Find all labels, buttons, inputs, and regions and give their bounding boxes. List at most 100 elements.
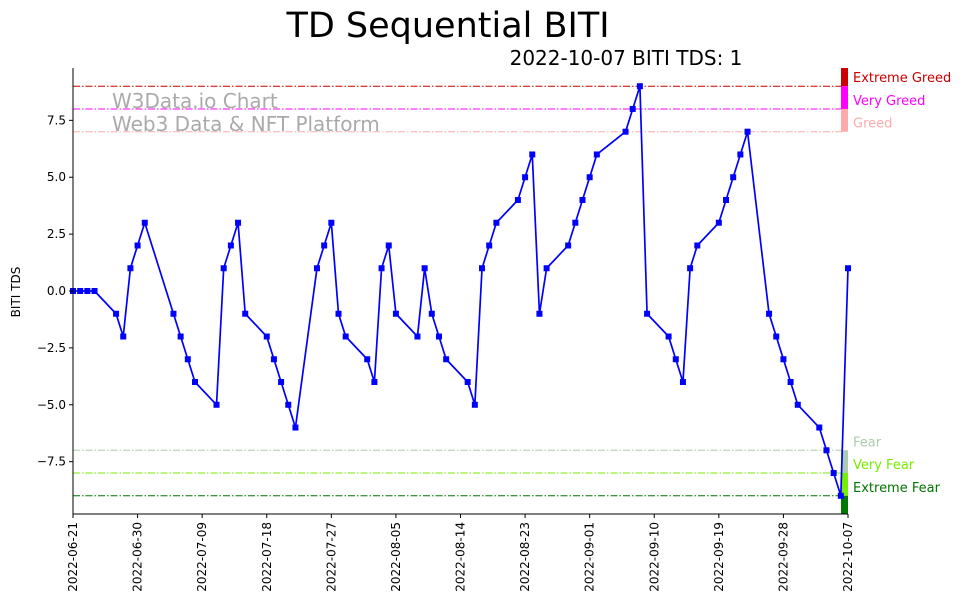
data-point bbox=[622, 128, 629, 135]
data-point bbox=[522, 174, 529, 181]
data-point bbox=[672, 356, 679, 363]
data-point bbox=[428, 310, 435, 317]
data-point bbox=[737, 151, 744, 158]
y-tick-label: 7.5 bbox=[47, 113, 66, 127]
x-tick-label: 2022-07-09 bbox=[195, 522, 209, 592]
chart-title: TD Sequential BITI bbox=[285, 6, 609, 46]
data-point bbox=[213, 401, 220, 408]
data-point bbox=[514, 196, 521, 203]
zone-bar bbox=[841, 108, 848, 132]
data-point bbox=[91, 288, 98, 294]
data-point bbox=[120, 333, 127, 340]
data-point bbox=[170, 310, 177, 317]
y-tick-label: −7.5 bbox=[37, 455, 66, 469]
data-point bbox=[493, 219, 500, 226]
data-point bbox=[787, 379, 794, 386]
chart-subtitle: 2022-10-07 BITI TDS: 1 bbox=[510, 46, 743, 70]
data-point bbox=[392, 310, 399, 317]
data-point bbox=[278, 379, 285, 386]
data-point bbox=[644, 310, 651, 317]
data-point bbox=[744, 128, 751, 135]
data-point bbox=[830, 470, 837, 477]
data-point bbox=[285, 401, 292, 408]
x-tick-label: 2022-08-14 bbox=[454, 522, 468, 592]
y-tick-label: 0.0 bbox=[47, 284, 66, 298]
data-point bbox=[335, 310, 342, 317]
data-point bbox=[766, 310, 773, 317]
data-point bbox=[715, 219, 722, 226]
data-point bbox=[529, 151, 536, 158]
data-point bbox=[816, 424, 823, 431]
y-tick-label: −5.0 bbox=[37, 398, 66, 412]
data-point bbox=[134, 242, 141, 249]
zone-bar bbox=[841, 473, 848, 496]
data-point bbox=[694, 242, 701, 249]
data-point bbox=[636, 83, 643, 90]
zone-label: Fear bbox=[853, 435, 882, 450]
data-point bbox=[77, 288, 84, 294]
data-point bbox=[572, 219, 579, 226]
data-point bbox=[414, 333, 421, 340]
x-tick-label: 2022-09-19 bbox=[712, 522, 726, 592]
data-point bbox=[794, 401, 801, 408]
data-point bbox=[586, 174, 593, 181]
data-point bbox=[342, 333, 349, 340]
data-point bbox=[543, 265, 550, 272]
y-tick-label: −2.5 bbox=[37, 341, 66, 355]
data-point bbox=[723, 196, 730, 203]
x-tick-label: 2022-09-28 bbox=[776, 522, 790, 592]
x-tick-label: 2022-09-01 bbox=[583, 522, 597, 592]
zone-bar bbox=[841, 86, 848, 109]
data-point bbox=[479, 265, 486, 272]
zone-label: Very Greed bbox=[853, 94, 925, 109]
data-point bbox=[378, 265, 385, 272]
data-point bbox=[579, 196, 586, 203]
data-point bbox=[113, 310, 120, 317]
zone-bar bbox=[841, 495, 848, 514]
data-point bbox=[679, 379, 686, 386]
data-point bbox=[292, 424, 299, 431]
data-point bbox=[629, 105, 636, 112]
data-point bbox=[536, 310, 543, 317]
data-point bbox=[486, 242, 493, 249]
watermark-line-2: Web3 Data & NFT Platform bbox=[112, 112, 380, 136]
data-point bbox=[823, 447, 830, 454]
y-tick-label: 5.0 bbox=[47, 170, 66, 184]
data-point bbox=[235, 219, 242, 226]
data-point bbox=[443, 356, 450, 363]
x-tick-label: 2022-07-27 bbox=[324, 522, 338, 592]
zone-bar bbox=[841, 450, 848, 474]
data-point bbox=[242, 310, 249, 317]
data-point bbox=[385, 242, 392, 249]
y-axis-label: BITI TDS bbox=[9, 267, 23, 318]
axes: −7.5 −5.0 −2.5 0.0 2.5 5.0 7.5 2022-06-21 2022-0… bbox=[37, 68, 855, 592]
data-point bbox=[780, 356, 787, 363]
data-point bbox=[687, 265, 694, 272]
data-point bbox=[184, 356, 191, 363]
data-point bbox=[313, 265, 320, 272]
data-point bbox=[773, 333, 780, 340]
zone-label: Extreme Fear bbox=[853, 481, 941, 496]
data-point bbox=[220, 265, 227, 272]
data-point bbox=[464, 379, 471, 386]
x-tick-label: 2022-09-10 bbox=[647, 522, 661, 592]
data-point bbox=[84, 288, 91, 294]
zone-label: Greed bbox=[853, 117, 892, 132]
x-tick-label: 2022-06-30 bbox=[131, 522, 145, 592]
data-point bbox=[141, 219, 148, 226]
data-point bbox=[191, 379, 198, 386]
zone-label: Extreme Greed bbox=[853, 71, 951, 86]
x-tick-label: 2022-07-18 bbox=[260, 522, 274, 592]
zone-bar bbox=[841, 68, 848, 87]
x-tick-label: 2022-08-23 bbox=[518, 522, 532, 592]
data-point bbox=[127, 265, 134, 272]
data-point bbox=[845, 265, 851, 272]
zone-label: Very Fear bbox=[853, 458, 915, 473]
plot-area: Extreme Greed Very Greed Greed Fear Very Fea… bbox=[70, 68, 951, 514]
data-point bbox=[371, 379, 378, 386]
data-point bbox=[364, 356, 371, 363]
x-tick-label: 2022-06-21 bbox=[66, 522, 80, 592]
data-point bbox=[837, 492, 844, 499]
x-tick-label: 2022-08-05 bbox=[389, 522, 403, 592]
